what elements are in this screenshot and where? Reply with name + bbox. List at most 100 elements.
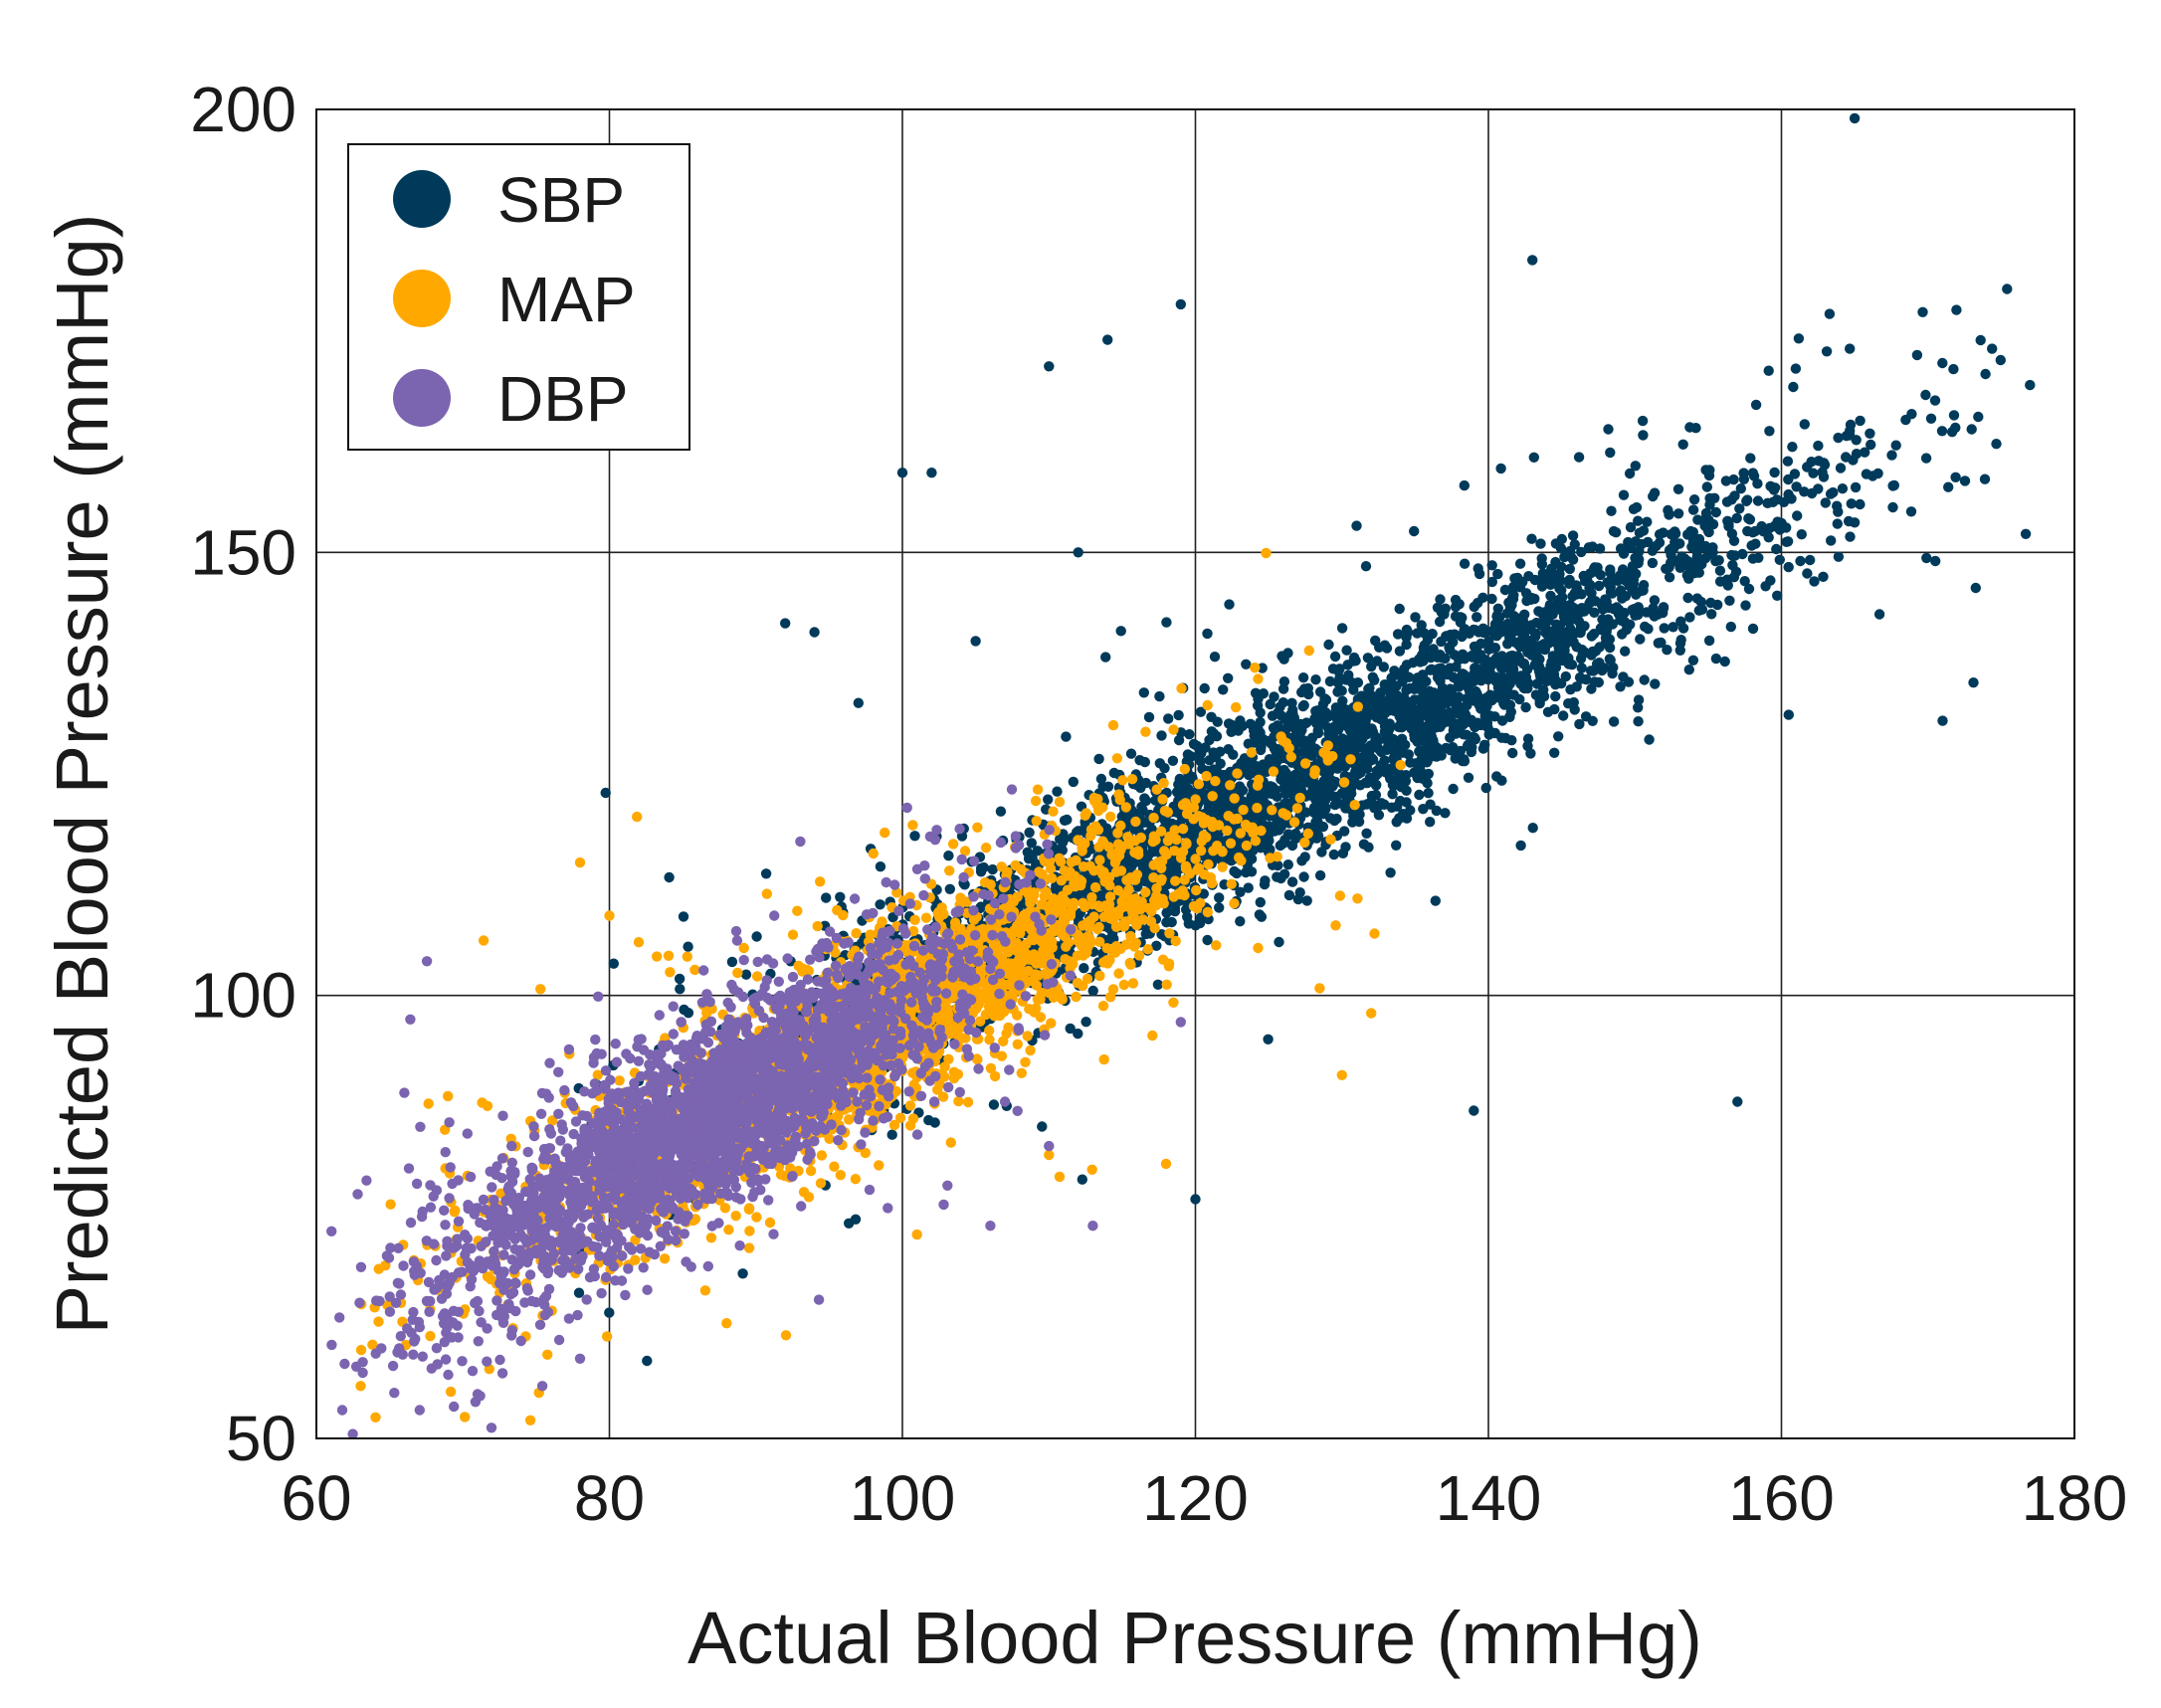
data-point-sbp [1648,490,1659,502]
data-point-map [751,971,763,982]
data-point-sbp [1398,747,1409,758]
data-point-sbp [1658,603,1670,614]
data-point-map [1181,838,1192,849]
data-point-map [659,1253,671,1264]
data-point-map [1097,836,1108,847]
data-point-sbp [1336,788,1348,799]
data-point-sbp [1379,755,1390,766]
data-point-sbp [1846,498,1858,509]
data-point-sbp [604,1307,615,1318]
data-point-sbp [1821,346,1833,357]
data-point-sbp [1473,597,1483,609]
data-point-sbp [1320,707,1331,718]
data-point-sbp [1426,728,1437,740]
data-point-sbp [1635,634,1646,645]
data-point-sbp [835,891,846,902]
data-point-sbp [1507,747,1518,759]
data-point-sbp [1534,654,1545,664]
data-point-sbp [1615,570,1626,581]
data-point-sbp [1138,687,1150,698]
data-point-sbp [1159,763,1170,774]
data-point-sbp [1739,576,1750,587]
data-point-sbp [1930,555,1941,567]
data-point-sbp [1340,842,1351,853]
data-point-sbp [1306,732,1318,743]
data-point-sbp [1323,639,1334,651]
data-point-sbp [1274,825,1284,836]
data-point-sbp [1355,765,1366,776]
data-point-sbp [1139,793,1150,804]
data-point-sbp [1140,777,1152,789]
data-point-sbp [1026,838,1038,849]
data-point-map [761,888,772,899]
data-point-sbp [1310,817,1321,828]
data-point-sbp [1410,612,1421,623]
data-point-sbp [1604,602,1615,614]
data-point-map [1210,776,1221,787]
data-point-sbp [1447,688,1458,700]
data-point-sbp [1087,985,1098,997]
data-point-sbp [573,1287,585,1298]
data-point-sbp [1576,673,1587,684]
data-point-sbp [1324,675,1336,687]
outlier-point-sbp [1469,1105,1479,1116]
data-point-sbp [1535,538,1546,549]
data-point-sbp [1268,722,1279,733]
data-point-map [959,846,971,856]
data-point-sbp [1991,439,2002,450]
data-point-sbp [1802,568,1813,579]
data-point-sbp [1037,1121,1048,1132]
data-point-sbp [1423,788,1434,799]
data-point-sbp [1371,656,1383,666]
data-point-sbp [1265,755,1276,766]
data-point-map [1022,1031,1033,1042]
data-point-sbp [1654,537,1666,548]
data-point-map [1030,795,1042,807]
data-point-sbp [1813,440,1824,452]
data-point-sbp [1583,542,1595,553]
data-point-sbp [1837,483,1849,494]
data-point-map [960,1033,971,1044]
data-point-sbp [1486,593,1497,605]
data-point-sbp [1686,541,1697,552]
data-point-sbp [1497,677,1508,689]
data-point-sbp [1832,518,1844,529]
data-point-sbp [1743,583,1755,595]
data-point-sbp [1361,707,1372,718]
data-point-sbp [850,1214,862,1226]
data-point-sbp [1625,619,1636,630]
data-point-sbp [1706,609,1717,620]
data-point-sbp [1588,629,1600,640]
data-point-sbp [1513,613,1524,624]
data-point-sbp [1267,710,1278,721]
data-point-sbp [1283,889,1295,901]
data-point-sbp [1555,543,1567,554]
data-point-sbp [1745,453,1756,464]
data-point-sbp [1603,424,1614,435]
data-point-sbp [1948,363,1959,375]
data-point-map [1071,991,1081,1003]
data-point-sbp [1789,469,1801,479]
data-point-sbp [1975,334,1986,346]
data-point-sbp [1357,742,1368,753]
data-point-sbp [1370,789,1382,801]
data-point-map [751,1212,762,1223]
data-point-sbp [1710,555,1721,567]
data-point-sbp [1642,516,1653,527]
data-point-sbp [1061,731,1072,742]
data-point-map [1125,959,1136,970]
data-point-sbp [1752,495,1764,506]
data-point-sbp [1750,399,1762,411]
data-point-map [1203,858,1214,870]
data-point-sbp [608,958,619,969]
data-point-map [787,929,799,940]
data-point-sbp [1538,684,1549,695]
data-point-sbp [875,899,885,910]
data-point-map [1162,836,1174,847]
data-point-sbp [1059,834,1070,845]
data-point-map [1080,810,1090,821]
data-point-map [1302,828,1314,840]
data-point-map [894,1112,906,1124]
data-point-sbp [1052,786,1063,797]
data-point-sbp [1352,730,1363,742]
